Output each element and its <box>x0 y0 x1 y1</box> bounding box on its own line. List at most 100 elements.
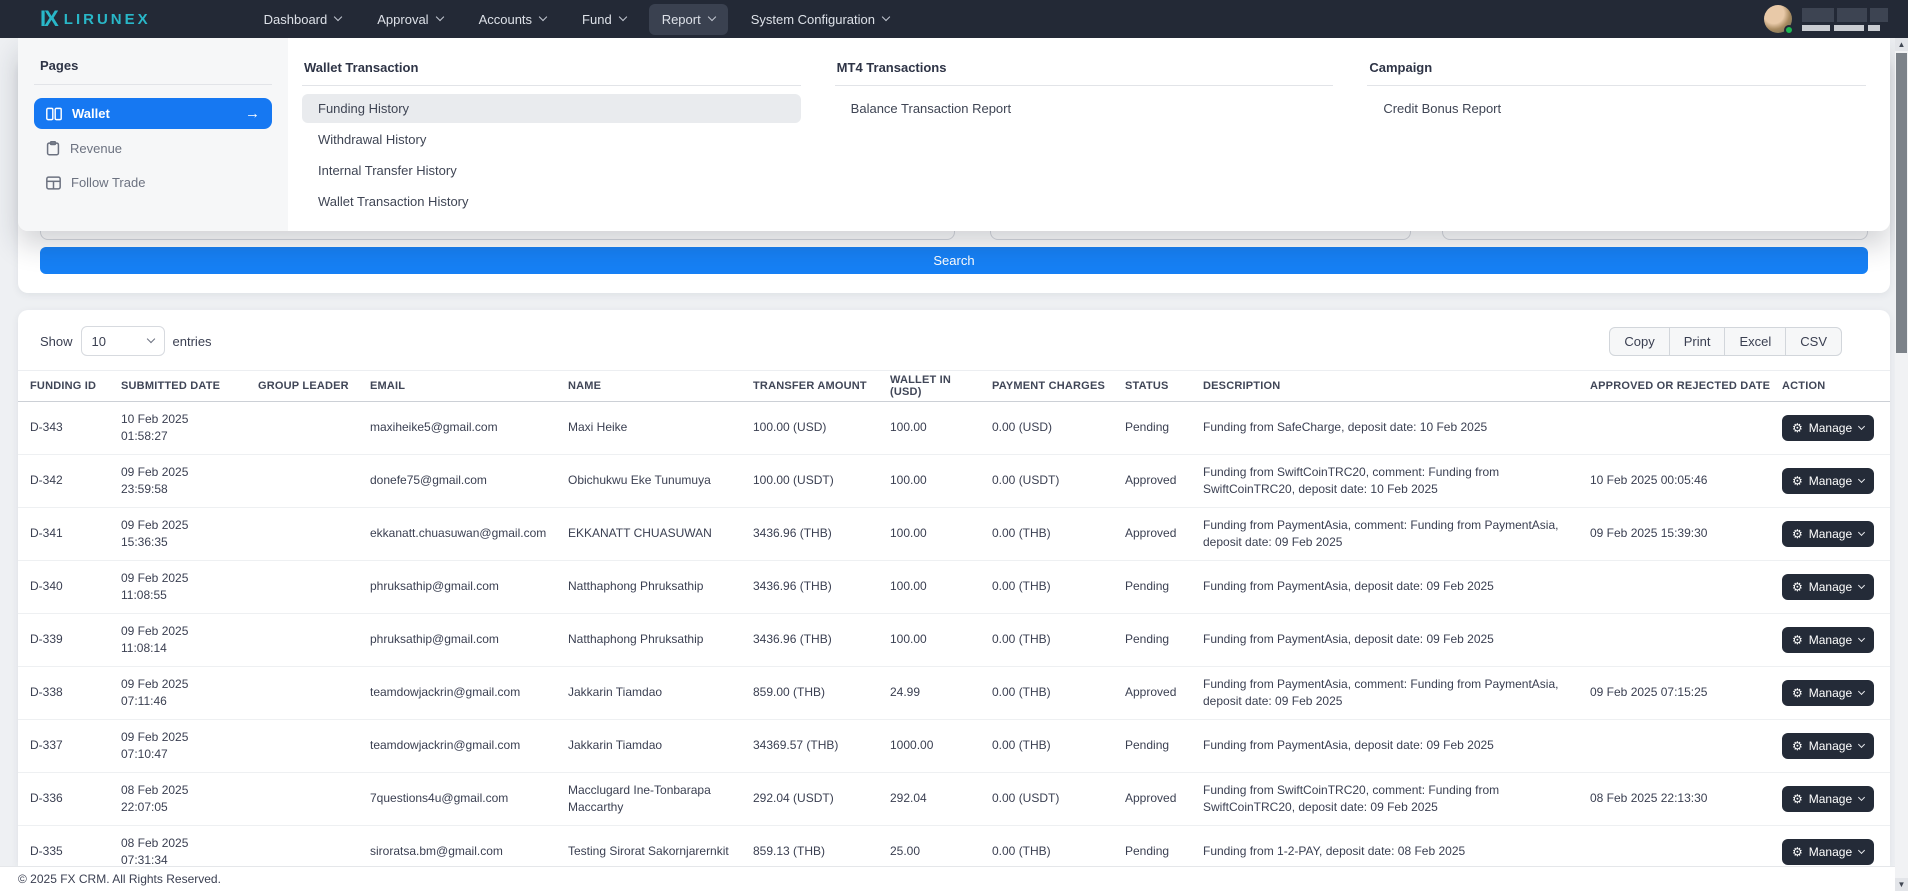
column-header-submitted-date[interactable]: SUBMITTED DATE <box>121 380 258 392</box>
chevron-down-icon <box>539 13 547 21</box>
column-header-email[interactable]: EMAIL <box>370 380 568 392</box>
manage-button[interactable]: ⚙ Manage <box>1782 574 1874 600</box>
cell-description: Funding from SafeCharge, deposit date: 1… <box>1203 411 1590 444</box>
column-header-group-leader[interactable]: GROUP LEADER <box>258 380 370 392</box>
menu-item-wallet-transaction-history[interactable]: Wallet Transaction History <box>302 187 801 216</box>
cell-action: ⚙ Manage <box>1782 407 1878 449</box>
menu-report[interactable]: Report <box>649 4 728 35</box>
cell-approved-or-rejected-date <box>1590 420 1782 436</box>
cell-action: ⚙ Manage <box>1782 831 1878 866</box>
manage-button[interactable]: ⚙ Manage <box>1782 680 1874 706</box>
cell-wallet-in: 100.00 <box>890 570 992 603</box>
manage-button[interactable]: ⚙ Manage <box>1782 468 1874 494</box>
cell-action: ⚙ Manage <box>1782 619 1878 661</box>
menu-item-funding-history[interactable]: Funding History <box>302 94 801 123</box>
show-label: Show <box>40 334 73 349</box>
copy-button[interactable]: Copy <box>1609 327 1669 356</box>
cell-payment-charges: 0.00 (THB) <box>992 676 1125 709</box>
cell-transfer-amount: 3436.96 (THB) <box>753 623 890 656</box>
manage-button[interactable]: ⚙ Manage <box>1782 786 1874 812</box>
cell-description: Funding from SwiftCoinTRC20, comment: Fu… <box>1203 774 1590 825</box>
cell-transfer-amount: 859.00 (THB) <box>753 676 890 709</box>
cell-action: ⚙ Manage <box>1782 778 1878 820</box>
chevron-down-icon <box>707 13 715 21</box>
divider <box>34 84 272 85</box>
cell-email: maxiheike5@gmail.com <box>370 411 568 444</box>
top-navbar: IX LIRUNEX Dashboard Approval Accounts F… <box>0 0 1908 38</box>
pages-item-wallet[interactable]: Wallet → <box>34 98 272 129</box>
manage-button[interactable]: ⚙ Manage <box>1782 839 1874 865</box>
column-header-action[interactable]: ACTION <box>1782 380 1878 392</box>
manage-button[interactable]: ⚙ Manage <box>1782 733 1874 759</box>
scroll-up-button[interactable]: ▲ <box>1895 38 1908 51</box>
scrollbar-thumb[interactable] <box>1896 53 1907 353</box>
cell-status: Approved <box>1125 782 1203 815</box>
menu-item-credit-bonus-report[interactable]: Credit Bonus Report <box>1367 94 1866 123</box>
user-avatar[interactable] <box>1764 5 1792 33</box>
funding-history-table-card: Show 10 entries Copy Print Excel CSV FUN… <box>18 310 1890 866</box>
scroll-down-button[interactable]: ▼ <box>1895 878 1908 891</box>
chevron-down-icon <box>882 13 890 21</box>
cell-name: Natthaphong Phruksathip <box>568 570 753 603</box>
page-size-select[interactable]: 10 <box>81 326 165 356</box>
cell-transfer-amount: 3436.96 (THB) <box>753 517 890 550</box>
search-button[interactable]: Search <box>40 247 1868 274</box>
user-info-redacted <box>1802 8 1888 31</box>
cell-name: Obichukwu Eke Tunumuya <box>568 464 753 497</box>
pages-item-follow-trade[interactable]: Follow Trade <box>34 168 272 197</box>
cell-email: siroratsa.bm@gmail.com <box>370 835 568 866</box>
menu-accounts[interactable]: Accounts <box>466 4 559 35</box>
manage-button[interactable]: ⚙ Manage <box>1782 415 1874 441</box>
manage-button[interactable]: ⚙ Manage <box>1782 627 1874 653</box>
cell-approved-or-rejected-date: 08 Feb 2025 22:13:30 <box>1590 782 1782 815</box>
page-size-control: Show 10 entries <box>40 326 212 356</box>
excel-button[interactable]: Excel <box>1724 327 1786 356</box>
cell-submitted-date: 09 Feb 2025 23:59:58 <box>121 456 258 507</box>
column-header-wallet-in[interactable]: WALLET IN (USD) <box>890 374 992 398</box>
gear-icon: ⚙ <box>1792 846 1803 858</box>
cell-action: ⚙ Manage <box>1782 566 1878 608</box>
cell-email: teamdowjackrin@gmail.com <box>370 729 568 762</box>
column-header-status[interactable]: STATUS <box>1125 380 1203 392</box>
cell-status: Pending <box>1125 623 1203 656</box>
cell-payment-charges: 0.00 (THB) <box>992 835 1125 866</box>
entries-label: entries <box>173 334 212 349</box>
column-header-transfer-amount[interactable]: TRANSFER AMOUNT <box>753 380 890 392</box>
table-row: D-339 09 Feb 2025 11:08:14 phruksathip@g… <box>18 614 1890 667</box>
cell-payment-charges: 0.00 (THB) <box>992 729 1125 762</box>
print-button[interactable]: Print <box>1669 327 1726 356</box>
column-header-funding-id[interactable]: FUNDING ID <box>30 380 121 392</box>
manage-button[interactable]: ⚙ Manage <box>1782 521 1874 547</box>
column-header-name[interactable]: NAME <box>568 380 753 392</box>
menu-item-internal-transfer-history[interactable]: Internal Transfer History <box>302 156 801 185</box>
cell-description: Funding from SwiftCoinTRC20, comment: Fu… <box>1203 456 1590 507</box>
column-header-description[interactable]: DESCRIPTION <box>1203 380 1590 392</box>
column-header-payment-charges[interactable]: PAYMENT CHARGES <box>992 380 1125 392</box>
cell-payment-charges: 0.00 (THB) <box>992 570 1125 603</box>
cell-group-leader <box>258 632 370 648</box>
menu-dashboard[interactable]: Dashboard <box>251 4 355 35</box>
cell-email: teamdowjackrin@gmail.com <box>370 676 568 709</box>
brand-logo[interactable]: IX LIRUNEX <box>40 6 151 32</box>
csv-button[interactable]: CSV <box>1785 327 1842 356</box>
pages-item-revenue[interactable]: Revenue <box>34 134 272 163</box>
cell-submitted-date: 09 Feb 2025 15:36:35 <box>121 509 258 560</box>
column-header-approved-or-rejected-date[interactable]: APPROVED OR REJECTED DATE <box>1590 380 1782 392</box>
report-mega-menu: Pages Wallet → Revenue Follow Trade Wall… <box>18 38 1890 231</box>
cell-name: Jakkarin Tiamdao <box>568 729 753 762</box>
menu-system-configuration[interactable]: System Configuration <box>738 4 902 35</box>
menu-item-withdrawal-history[interactable]: Withdrawal History <box>302 125 801 154</box>
cell-name: Jakkarin Tiamdao <box>568 676 753 709</box>
cell-transfer-amount: 34369.57 (THB) <box>753 729 890 762</box>
table-row: D-340 09 Feb 2025 11:08:55 phruksathip@g… <box>18 561 1890 614</box>
menu-approval[interactable]: Approval <box>364 4 455 35</box>
chevron-down-icon <box>1858 740 1865 747</box>
cell-approved-or-rejected-date <box>1590 738 1782 754</box>
chevron-down-icon <box>334 13 342 21</box>
cell-approved-or-rejected-date <box>1590 844 1782 860</box>
cell-name: Natthaphong Phruksathip <box>568 623 753 656</box>
cell-submitted-date: 09 Feb 2025 07:10:47 <box>121 721 258 772</box>
menu-item-balance-transaction-report[interactable]: Balance Transaction Report <box>835 94 1334 123</box>
chevron-down-icon <box>1858 634 1865 641</box>
menu-fund[interactable]: Fund <box>569 4 639 35</box>
